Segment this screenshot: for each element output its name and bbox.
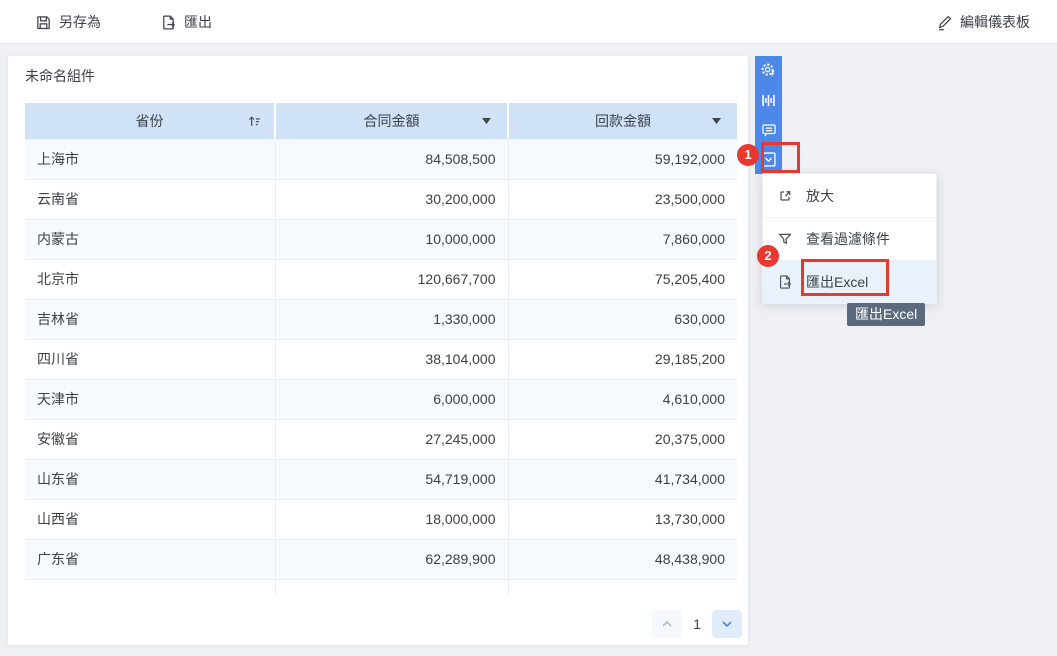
cell-province: 山东省 <box>25 459 276 500</box>
comment-icon <box>761 124 776 137</box>
chevron-up-icon <box>662 620 672 627</box>
cell-payment: 23,500,000 <box>508 179 737 220</box>
pagination: 1 <box>652 610 742 638</box>
export-icon <box>163 14 176 30</box>
more-actions-button[interactable] <box>755 145 782 175</box>
page-number: 1 <box>693 616 701 632</box>
menu-item-label: 匯出Excel <box>806 274 869 290</box>
cell-payment: 41,734,000 <box>508 459 737 500</box>
column-header-province[interactable]: 省份 <box>25 103 276 139</box>
data-table-container: 省份 合同金額 回款金額 <box>25 103 737 595</box>
export-button[interactable]: 匯出 <box>160 0 212 44</box>
table-row[interactable]: 山东省 54,719,000 41,734,000 <box>25 459 737 500</box>
column-header-contract[interactable]: 合同金額 <box>275 103 509 139</box>
edit-dashboard-label: 編輯儀表板 <box>960 14 1030 30</box>
table-row[interactable]: 安徽省 27,245,000 20,375,000 <box>25 419 737 460</box>
chevron-down-icon <box>722 621 732 628</box>
menu-item-export-excel[interactable]: 匯出Excel <box>763 260 936 303</box>
page-down-button[interactable] <box>712 610 742 638</box>
cell-contract: 30,200,000 <box>275 179 509 220</box>
comment-button[interactable] <box>755 115 782 145</box>
column-label-contract: 合同金額 <box>363 113 420 129</box>
sort-asc-icon[interactable] <box>247 114 262 129</box>
table-row[interactable]: 内蒙古 10,000,000 7,860,000 <box>25 219 737 260</box>
cell-payment: 48,438,900 <box>508 539 737 580</box>
cell-province: 安徽省 <box>25 419 276 460</box>
table-row[interactable]: 云南省 30,200,000 23,500,000 <box>25 179 737 220</box>
table-row[interactable]: 上海市 84,508,500 59,192,000 <box>25 139 737 180</box>
cell-contract: 10,000,000 <box>275 219 509 260</box>
cell-payment: 630,000 <box>508 299 737 340</box>
page-up-button[interactable] <box>652 610 683 638</box>
cell-contract: 6,000,000 <box>275 379 509 420</box>
linkage-settings-button[interactable] <box>755 56 782 86</box>
menu-item-label: 查看過濾條件 <box>806 231 890 247</box>
filter-icon <box>778 233 792 245</box>
cell-province: 山西省 <box>25 499 276 540</box>
cell-payment: 29,185,200 <box>508 339 737 380</box>
cell-province: 上海市 <box>25 139 276 180</box>
cell-contract: 1,330,000 <box>275 299 509 340</box>
cell-contract: 27,245,000 <box>275 419 509 460</box>
table-row[interactable]: 广东省 62,289,900 48,438,900 <box>25 539 737 580</box>
cell-payment: 7,860,000 <box>508 219 737 260</box>
save-as-button[interactable]: 另存為 <box>35 0 101 44</box>
table-row[interactable]: 北京市 120,667,700 75,205,400 <box>25 259 737 300</box>
cell-province: 内蒙古 <box>25 219 276 260</box>
collapse-chevron-icon <box>761 152 776 167</box>
menu-item-enlarge[interactable]: 放大 <box>763 174 936 217</box>
column-label-province: 省份 <box>135 113 164 129</box>
cell-contract: 38,104,000 <box>275 339 509 380</box>
cell-payment: 59,192,000 <box>508 139 737 180</box>
cell-province: 北京市 <box>25 259 276 300</box>
caret-down-icon[interactable] <box>482 118 491 124</box>
enlarge-icon <box>780 190 791 201</box>
cell-province: 吉林省 <box>25 299 276 340</box>
cell-contract: 84,508,500 <box>275 139 509 180</box>
context-menu: 放大 查看過濾條件 匯出Excel <box>762 173 937 304</box>
table-row[interactable]: 吉林省 1,330,000 630,000 <box>25 299 737 340</box>
cell-contract: 62,289,900 <box>275 539 509 580</box>
cell-province: 四川省 <box>25 339 276 380</box>
caret-down-icon[interactable] <box>712 118 721 124</box>
table-row[interactable]: 山西省 18,000,000 13,730,000 <box>25 499 737 540</box>
bar-chart-button[interactable] <box>755 86 782 116</box>
cell-province: 天津市 <box>25 379 276 420</box>
cell-payment: 20,375,000 <box>508 419 737 460</box>
table-header-row: 省份 合同金額 回款金額 <box>25 103 737 139</box>
linkage-settings-icon <box>761 63 775 78</box>
save-icon <box>37 15 50 29</box>
cell-payment: 75,205,400 <box>508 259 737 300</box>
widget-title: 未命名組件 <box>25 68 95 84</box>
top-toolbar: 另存為 匯出 編輯儀表板 <box>0 0 1057 44</box>
cell-payment: 4,610,000 <box>508 379 737 420</box>
edit-dashboard-button[interactable]: 編輯儀表板 <box>936 0 1030 44</box>
export-label: 匯出 <box>184 14 212 30</box>
cell-province: 云南省 <box>25 179 276 220</box>
column-label-payment: 回款金額 <box>595 113 651 129</box>
table-row[interactable]: 天津市 6,000,000 4,610,000 <box>25 379 737 420</box>
cell-contract: 18,000,000 <box>275 499 509 540</box>
step-2-badge: 2 <box>757 245 779 267</box>
bar-chart-icon <box>762 94 775 106</box>
menu-item-view-filters[interactable]: 查看過濾條件 <box>763 217 936 260</box>
cell-contract: 120,667,700 <box>275 259 509 300</box>
step-1-badge: 1 <box>737 144 759 166</box>
cell-payment: 13,730,000 <box>508 499 737 540</box>
column-header-payment[interactable]: 回款金額 <box>508 103 737 139</box>
pencil-icon <box>938 15 951 30</box>
cell-contract: 54,719,000 <box>275 459 509 500</box>
widget-toolbar <box>755 56 782 174</box>
save-as-label: 另存為 <box>59 14 101 30</box>
data-table: 省份 合同金額 回款金額 <box>25 103 737 595</box>
widget-panel: 未命名組件 省份 合同金額 <box>8 56 748 645</box>
table-row-clipped <box>25 579 737 595</box>
table-row[interactable]: 四川省 38,104,000 29,185,200 <box>25 339 737 380</box>
menu-item-label: 放大 <box>806 187 834 204</box>
cell-province: 广东省 <box>25 539 276 580</box>
export-icon <box>779 275 792 289</box>
export-excel-tooltip: 匯出Excel <box>847 303 926 326</box>
